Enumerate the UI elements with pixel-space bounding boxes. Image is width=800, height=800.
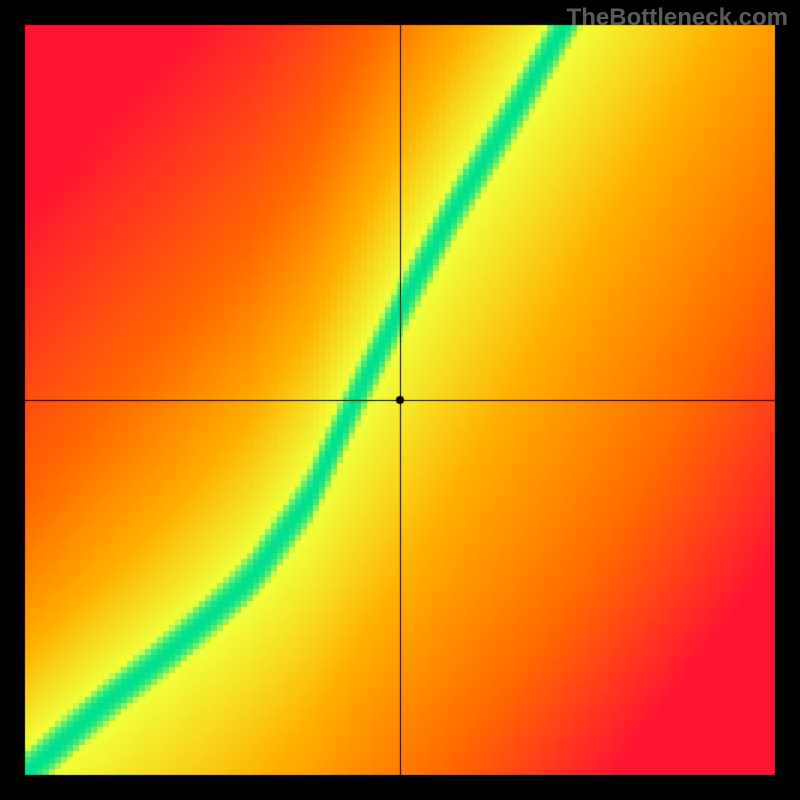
watermark-text: TheBottleneck.com (567, 4, 788, 32)
heatmap-canvas (0, 0, 800, 800)
chart-container: TheBottleneck.com (0, 0, 800, 800)
